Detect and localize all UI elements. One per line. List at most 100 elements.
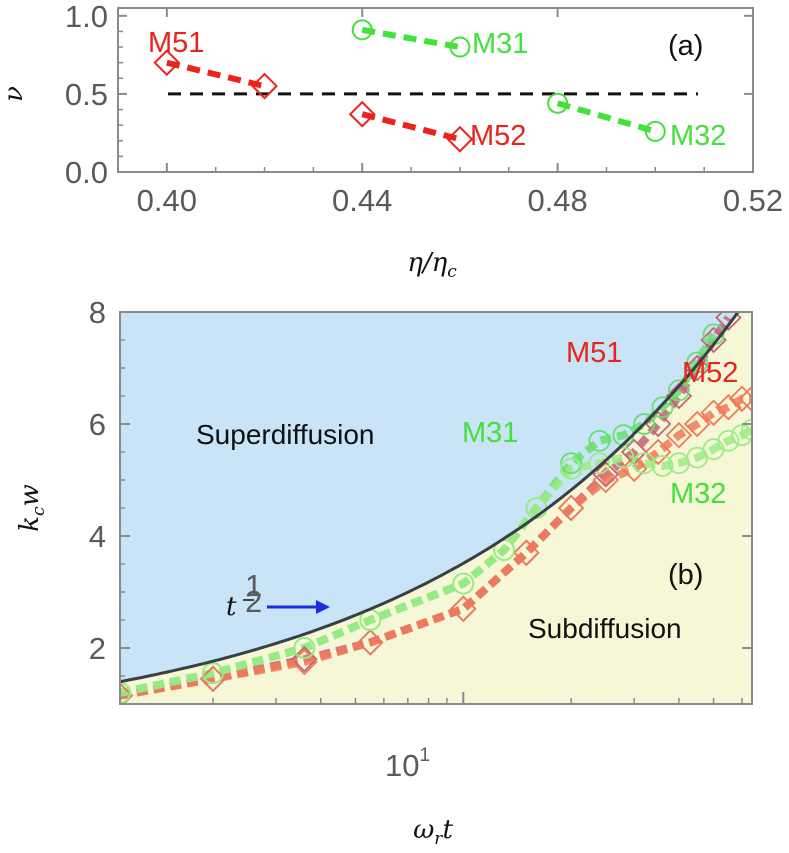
point-m52 (120, 682, 134, 704)
point-m51 (592, 461, 620, 488)
x-tick-label-0-52: 0.52 (723, 183, 783, 218)
subdiffusion-region (120, 312, 752, 704)
point-m52 (513, 539, 540, 567)
point-m32 (560, 457, 582, 480)
panel-a-x-axis-label: η/ηc (407, 248, 457, 282)
point-m32 (651, 455, 674, 477)
point-m32 (293, 637, 316, 659)
point-m31 (449, 36, 471, 58)
y-tick-label-1-0: 1.0 (65, 0, 108, 34)
x-tick-label-0-48: 0.48 (527, 183, 587, 218)
point-m31 (668, 379, 690, 402)
point-m52 (450, 595, 477, 623)
point-m32 (644, 120, 666, 142)
x-tick-10-1: 101 (385, 745, 430, 783)
point-m51 (153, 49, 181, 77)
panel-b-x-axis-label: ωrt (413, 815, 453, 849)
panel-a-y-tick-labels: 0.0 0.5 1.0 (65, 0, 108, 190)
point-m32 (452, 572, 475, 595)
point-m51 (665, 382, 693, 410)
panel-a: 0.40 0.44 0.48 0.52 0.0 0.5 1.0 (a) M51 M52 M… (0, 0, 783, 282)
point-m52 (683, 410, 711, 438)
point-m32 (633, 452, 656, 475)
point-m52 (357, 629, 384, 656)
point-m52 (700, 399, 727, 427)
panel-a-label: (a) (668, 30, 703, 62)
panel-a-markers (153, 19, 666, 153)
label-m51-a: M51 (148, 27, 204, 59)
series-line-m51 (166, 59, 266, 90)
x-tick-exponent: 1 (419, 745, 430, 766)
panel-a-series-lines (166, 26, 657, 143)
panel-b-y-axis-label: kcw (15, 484, 49, 532)
panel-a-ticks (118, 8, 754, 173)
point-m31 (351, 19, 373, 41)
point-m32 (120, 681, 131, 704)
point-m52 (644, 438, 672, 466)
panel-a-x-tick-labels: 0.40 0.44 0.48 0.52 (137, 183, 783, 218)
point-m32 (588, 452, 611, 475)
panel-a-y-axis-label: ν (0, 86, 29, 102)
y-label-sub: c (29, 506, 49, 516)
point-m31 (633, 413, 656, 435)
panel-a-x-label-sub: c (447, 262, 457, 282)
point-m32 (612, 446, 635, 469)
panel-b-ticks (119, 311, 752, 704)
point-m32 (741, 418, 752, 441)
x-tick-base: 10 (385, 748, 419, 783)
series-line-m52 (361, 111, 461, 143)
point-m52 (665, 421, 693, 449)
y-tick-label-0-0: 0.0 (65, 155, 108, 190)
label-m31-a: M31 (472, 28, 528, 60)
y-tick-label-8: 8 (89, 295, 106, 330)
label-m32-b: M32 (670, 478, 726, 510)
label-m31-b: M31 (462, 417, 518, 449)
point-m32 (202, 662, 224, 685)
panel-b-label: (b) (668, 559, 703, 591)
arrow-exp-numerator: 1 (245, 568, 262, 603)
label-m32-a: M32 (670, 120, 726, 152)
x-label-t: t (442, 815, 453, 845)
point-m51 (644, 410, 672, 438)
point-m31 (686, 351, 709, 374)
y-tick-label-4: 4 (89, 519, 106, 554)
point-m32 (547, 92, 569, 114)
arrow-label-t: t (226, 592, 237, 622)
superdiffusion-label: Superdiffusion (196, 419, 375, 450)
point-m52 (715, 393, 742, 421)
point-m52 (620, 455, 648, 483)
point-m52 (291, 648, 318, 676)
point-m32 (717, 429, 740, 452)
series-line-m32 (120, 426, 752, 697)
point-m52 (592, 466, 620, 494)
series-line-m32 (556, 100, 657, 135)
blue-arrow (267, 600, 330, 614)
panel-b-markers (120, 312, 752, 704)
sqrt-t-arrow-label: t (226, 592, 237, 622)
point-m52 (738, 385, 752, 413)
y-label-k: k (15, 516, 45, 532)
point-m31 (560, 452, 582, 475)
y-tick-label-0-5: 0.5 (65, 77, 108, 112)
label-m52-a: M52 (470, 120, 526, 152)
point-m52 (348, 100, 376, 128)
label-m52-b: M52 (682, 357, 738, 389)
x-tick-label-0-44: 0.44 (332, 183, 392, 218)
y-tick-label-2: 2 (89, 631, 106, 666)
y-label-w: w (15, 484, 45, 506)
point-m52 (728, 385, 752, 413)
series-line-m52 (120, 394, 752, 700)
label-m51-b: M51 (566, 337, 622, 369)
point-m51 (251, 72, 278, 100)
point-m31 (588, 429, 611, 452)
arrow-exp-denominator: 2 (245, 584, 262, 619)
point-m52 (446, 125, 474, 153)
series-line-m31 (361, 26, 461, 51)
panel-b-y-tick-labels: 2 4 6 8 (89, 295, 106, 666)
panel-a-frame (117, 7, 754, 173)
y-tick-label-6: 6 (89, 407, 106, 442)
panel-a-x-label-main: η/η (407, 248, 447, 278)
subdiffusion-label: Subdiffusion (528, 613, 682, 644)
